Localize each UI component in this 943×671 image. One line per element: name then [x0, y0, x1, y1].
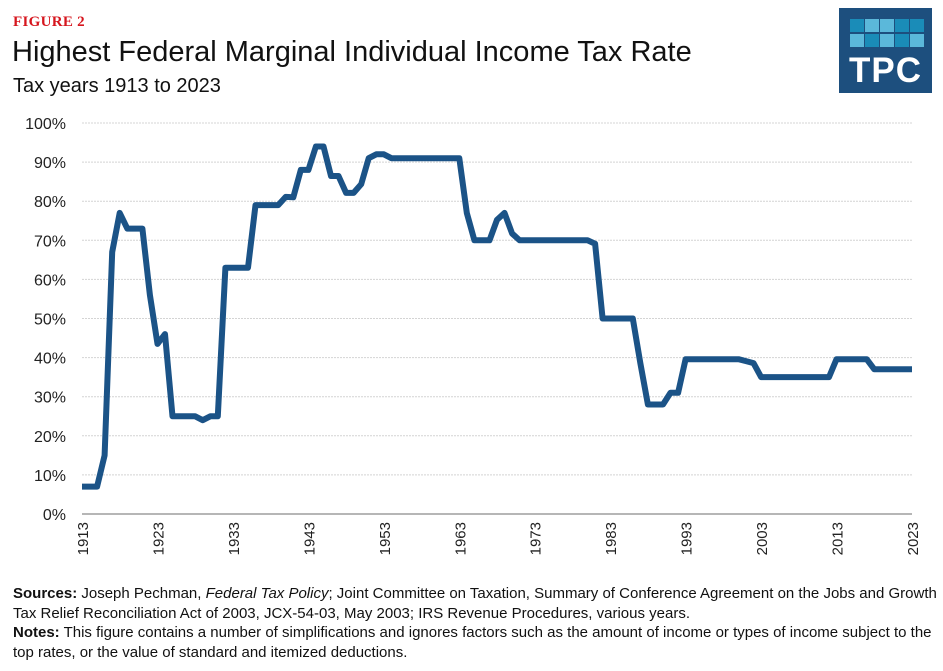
- x-tick-label: 2023: [905, 522, 922, 555]
- y-tick-label: 0%: [43, 507, 66, 524]
- footnotes: Sources: Joseph Pechman, Federal Tax Pol…: [13, 584, 938, 662]
- x-tick-label: 1923: [150, 522, 167, 555]
- data-points: [81, 146, 913, 487]
- logo-square: [880, 19, 894, 32]
- notes-note: Notes: This figure contains a number of …: [13, 623, 938, 662]
- logo-square: [865, 34, 879, 47]
- chart-subtitle: Tax years 1913 to 2023: [13, 75, 221, 97]
- logo-square: [910, 19, 924, 32]
- x-tick-label: 1933: [226, 522, 243, 555]
- y-tick-label: 90%: [34, 155, 66, 172]
- gridlines: [82, 122, 912, 476]
- chart-title: Highest Federal Marginal Individual Inco…: [12, 36, 692, 68]
- x-tick-label: 1973: [528, 522, 545, 555]
- y-tick-label: 60%: [34, 272, 66, 289]
- logo-square: [865, 19, 879, 32]
- x-tick-label: 1943: [301, 522, 318, 555]
- sources-text-italic: Federal Tax Policy: [205, 585, 329, 602]
- x-tick-label: 1953: [377, 522, 394, 555]
- y-tick-label: 70%: [34, 233, 66, 250]
- sources-text-post: ; Joint Committee on Taxation, Summary o…: [13, 585, 937, 622]
- y-tick-label: 40%: [34, 351, 66, 368]
- logo-square: [880, 34, 894, 47]
- sources-note: Sources: Joseph Pechman, Federal Tax Pol…: [13, 584, 938, 623]
- x-tick-label: 2003: [754, 522, 771, 555]
- figure-label: FIGURE 2: [13, 14, 85, 30]
- x-axis-tick-labels: 1913 1923 1933 1943 1953 1963 1973 1983 1993 2003…: [75, 522, 922, 555]
- line-chart: 0%10%20%30%40%50%60%70%80%90%100% 1913 19…: [25, 116, 922, 555]
- y-tick-label: 80%: [34, 194, 66, 211]
- logo-square: [850, 19, 864, 32]
- tpc-logo: TPC: [839, 8, 932, 93]
- logo-square: [895, 34, 909, 47]
- y-tick-label: 50%: [34, 312, 66, 329]
- x-tick-label: 1913: [75, 522, 92, 555]
- x-tick-label: 1993: [679, 522, 696, 555]
- y-tick-label: 10%: [34, 468, 66, 485]
- y-axis-tick-labels: 0% 10% 20% 30% 40% 50% 60% 70% 80% 90% 100%: [25, 116, 66, 524]
- notes-label: Notes:: [13, 624, 60, 641]
- logo-square: [850, 34, 864, 47]
- y-tick-label: 30%: [34, 390, 66, 407]
- x-tick-label: 1983: [603, 522, 620, 555]
- logo-text: TPC: [849, 51, 922, 90]
- sources-text-pre: Joseph Pechman,: [77, 585, 206, 602]
- x-tick-label: 1963: [452, 522, 469, 555]
- x-tick-label: 2013: [830, 522, 847, 555]
- y-tick-label: 20%: [34, 429, 66, 446]
- logo-square: [910, 34, 924, 47]
- logo-square: [895, 19, 909, 32]
- sources-label: Sources:: [13, 585, 78, 602]
- notes-text: This figure contains a number of simplif…: [13, 624, 932, 661]
- y-tick-label: 100%: [25, 116, 66, 133]
